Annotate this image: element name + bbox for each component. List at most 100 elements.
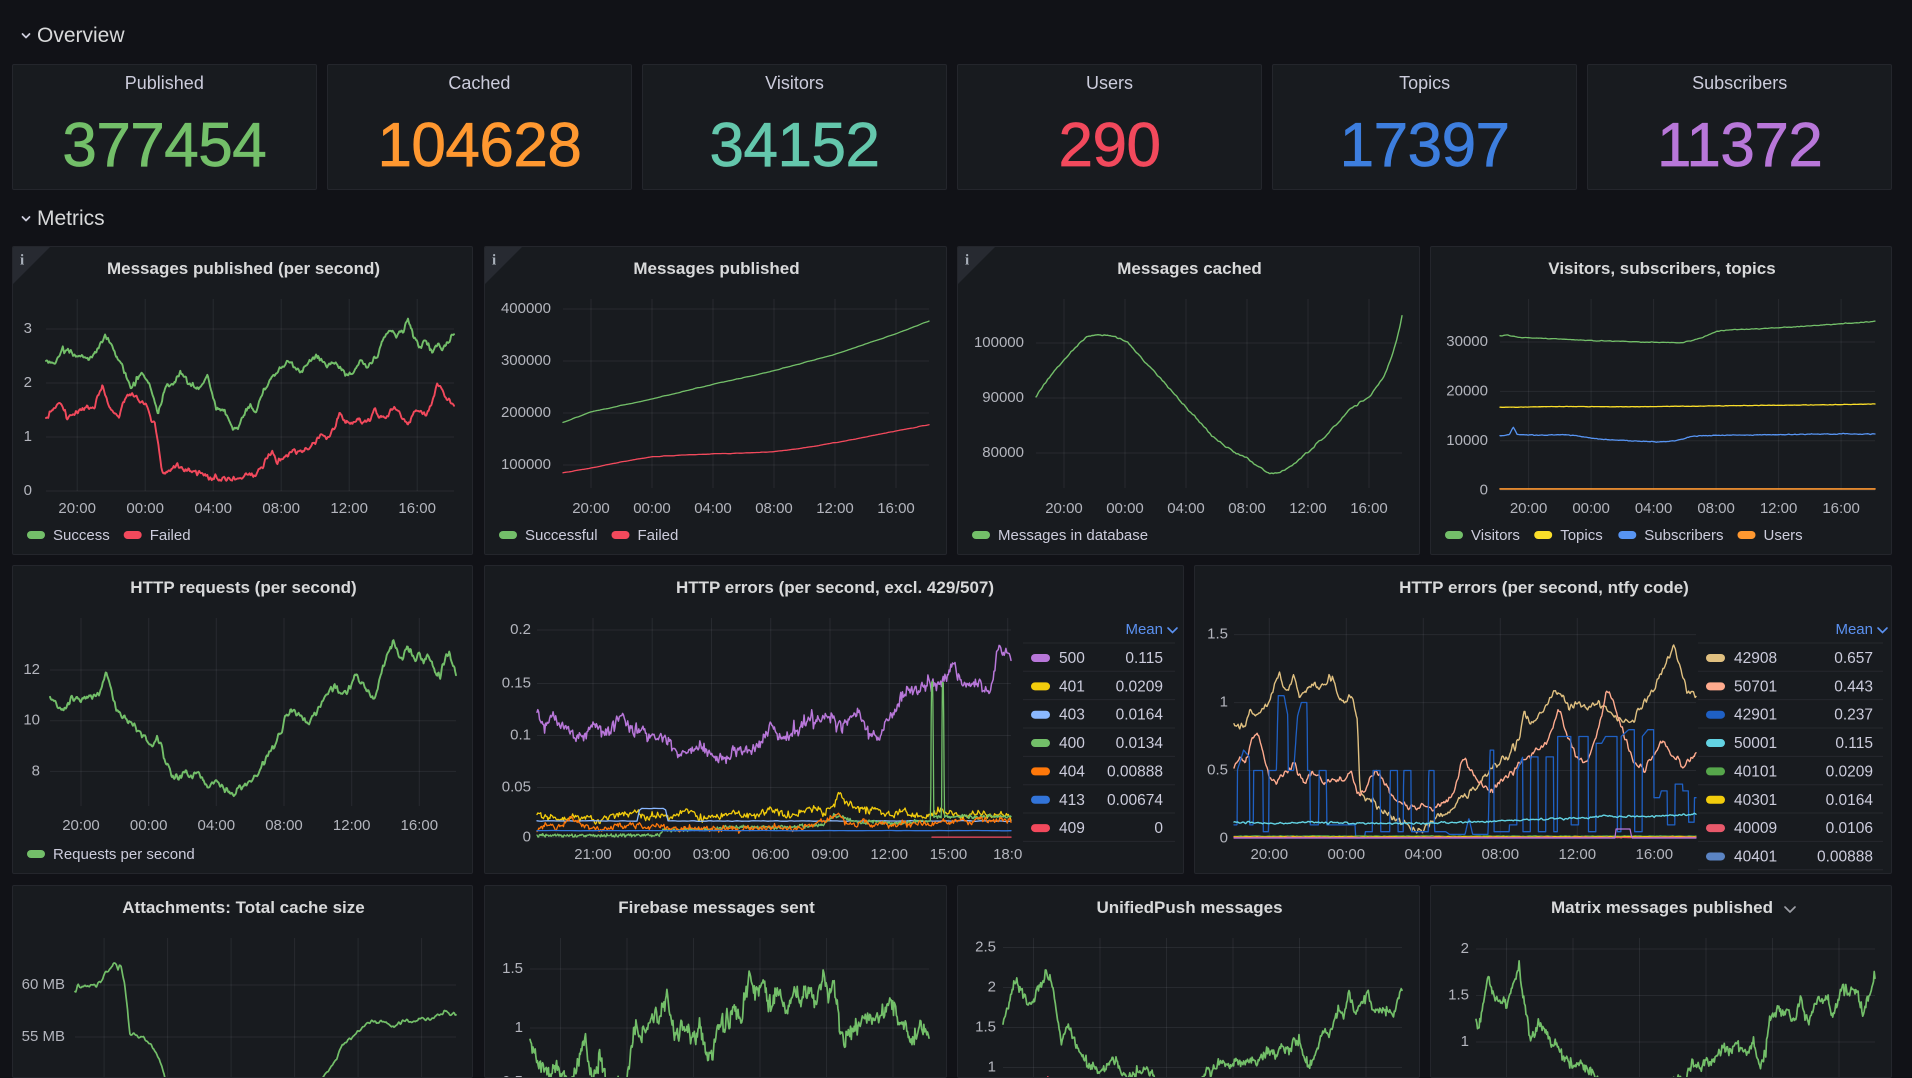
svg-text:0.5: 0.5 — [1207, 762, 1228, 779]
svg-text:403: 403 — [1059, 707, 1085, 724]
svg-text:90000: 90000 — [982, 389, 1024, 406]
svg-text:0.00888: 0.00888 — [1107, 763, 1163, 780]
svg-text:20:00: 20:00 — [1045, 500, 1083, 517]
svg-text:0.0209: 0.0209 — [1826, 763, 1873, 780]
svg-text:0.00888: 0.00888 — [1817, 848, 1873, 865]
svg-text:i: i — [492, 253, 496, 269]
svg-text:00:00: 00:00 — [633, 500, 671, 517]
svg-text:Success: Success — [53, 527, 110, 544]
svg-text:1.5: 1.5 — [1207, 626, 1228, 643]
svg-text:300000: 300000 — [501, 352, 551, 369]
svg-text:12:00: 12:00 — [1289, 500, 1327, 517]
svg-text:Subscribers: Subscribers — [1644, 527, 1723, 544]
svg-text:0: 0 — [1154, 820, 1163, 837]
svg-text:0.115: 0.115 — [1125, 650, 1163, 667]
svg-text:04:00: 04:00 — [694, 500, 732, 517]
svg-text:100000: 100000 — [501, 456, 551, 473]
svg-text:20000: 20000 — [1446, 382, 1488, 399]
svg-text:0.1: 0.1 — [510, 727, 531, 744]
svg-text:0: 0 — [523, 829, 531, 846]
svg-text:16:00: 16:00 — [398, 500, 436, 517]
svg-text:20:00: 20:00 — [1251, 846, 1289, 863]
svg-text:1: 1 — [515, 1019, 523, 1036]
svg-text:00:00: 00:00 — [126, 500, 164, 517]
svg-text:404: 404 — [1059, 763, 1085, 780]
svg-text:12:00: 12:00 — [1559, 846, 1597, 863]
svg-text:Users: Users — [1764, 527, 1803, 544]
svg-text:1: 1 — [1220, 694, 1228, 711]
svg-text:Topics: Topics — [1560, 527, 1603, 544]
svg-text:0.5: 0.5 — [502, 1073, 523, 1077]
svg-text:40009: 40009 — [1734, 820, 1777, 837]
svg-text:12:00: 12:00 — [1760, 500, 1798, 517]
svg-text:04:00: 04:00 — [1635, 500, 1673, 517]
svg-text:40301: 40301 — [1734, 792, 1777, 809]
svg-text:12:00: 12:00 — [330, 500, 368, 517]
svg-text:HTTP errors (per second, ntfy: HTTP errors (per second, ntfy code) — [1399, 578, 1689, 597]
svg-text:50001: 50001 — [1734, 735, 1777, 752]
svg-text:Mean: Mean — [1835, 621, 1873, 638]
svg-text:10: 10 — [23, 712, 40, 729]
svg-text:1: 1 — [988, 1059, 996, 1076]
svg-text:12: 12 — [23, 661, 40, 678]
svg-text:00:00: 00:00 — [1572, 500, 1610, 517]
svg-text:0.115: 0.115 — [1835, 735, 1873, 752]
svg-text:04:00: 04:00 — [1405, 846, 1443, 863]
svg-text:401: 401 — [1059, 678, 1085, 695]
svg-text:3: 3 — [24, 320, 32, 337]
svg-text:09:00: 09:00 — [811, 846, 849, 863]
svg-text:1.5: 1.5 — [1448, 987, 1469, 1004]
svg-text:16:00: 16:00 — [1822, 500, 1860, 517]
svg-text:0: 0 — [1220, 830, 1228, 847]
svg-text:00:00: 00:00 — [1106, 500, 1144, 517]
svg-text:HTTP errors (per second, excl.: HTTP errors (per second, excl. 429/507) — [676, 578, 994, 597]
svg-text:2: 2 — [988, 979, 996, 996]
svg-text:400000: 400000 — [501, 300, 551, 317]
svg-text:Attachments: Total cache size: Attachments: Total cache size — [122, 898, 364, 917]
svg-text:03:00: 03:00 — [693, 846, 731, 863]
svg-text:Successful: Successful — [525, 527, 598, 544]
svg-text:0.0134: 0.0134 — [1116, 735, 1164, 752]
svg-text:40401: 40401 — [1734, 848, 1777, 865]
svg-text:Visitors, subscribers, topics: Visitors, subscribers, topics — [1548, 259, 1775, 278]
svg-text:55 MB: 55 MB — [22, 1028, 65, 1045]
svg-text:1: 1 — [1461, 1033, 1469, 1050]
svg-text:0.0164: 0.0164 — [1826, 792, 1874, 809]
svg-text:0.657: 0.657 — [1834, 650, 1873, 667]
svg-text:42901: 42901 — [1734, 707, 1777, 724]
svg-text:Messages in database: Messages in database — [998, 527, 1148, 544]
svg-text:08:00: 08:00 — [1228, 500, 1266, 517]
svg-text:0.0106: 0.0106 — [1826, 820, 1873, 837]
svg-text:00:00: 00:00 — [130, 817, 168, 834]
svg-text:0.0164: 0.0164 — [1116, 707, 1164, 724]
svg-text:Failed: Failed — [638, 527, 679, 544]
svg-text:0.2: 0.2 — [510, 621, 531, 638]
svg-text:UnifiedPush messages: UnifiedPush messages — [1096, 898, 1282, 917]
svg-text:08:00: 08:00 — [755, 500, 793, 517]
svg-text:0.0209: 0.0209 — [1116, 678, 1163, 695]
svg-text:80000: 80000 — [982, 444, 1024, 461]
svg-text:100000: 100000 — [974, 334, 1024, 351]
svg-text:2: 2 — [24, 374, 32, 391]
svg-text:0: 0 — [1480, 481, 1488, 498]
svg-text:413: 413 — [1059, 792, 1085, 809]
svg-text:12:00: 12:00 — [870, 846, 908, 863]
svg-text:Mean: Mean — [1125, 621, 1163, 638]
svg-text:2: 2 — [1461, 940, 1469, 957]
svg-text:10000: 10000 — [1446, 432, 1488, 449]
svg-text:i: i — [965, 253, 969, 269]
svg-text:1.5: 1.5 — [502, 960, 523, 977]
svg-text:16:00: 16:00 — [1350, 500, 1388, 517]
svg-text:0: 0 — [24, 482, 32, 499]
svg-text:00:00: 00:00 — [633, 846, 671, 863]
svg-text:16:00: 16:00 — [401, 817, 439, 834]
svg-text:400: 400 — [1059, 735, 1085, 752]
svg-text:06:00: 06:00 — [752, 846, 790, 863]
svg-text:15:00: 15:00 — [930, 846, 968, 863]
svg-text:18:0: 18:0 — [993, 846, 1022, 863]
svg-text:0.443: 0.443 — [1834, 678, 1873, 695]
svg-text:20:00: 20:00 — [62, 817, 100, 834]
svg-text:Requests per second: Requests per second — [53, 846, 195, 863]
svg-text:40101: 40101 — [1734, 763, 1777, 780]
svg-text:42908: 42908 — [1734, 650, 1777, 667]
